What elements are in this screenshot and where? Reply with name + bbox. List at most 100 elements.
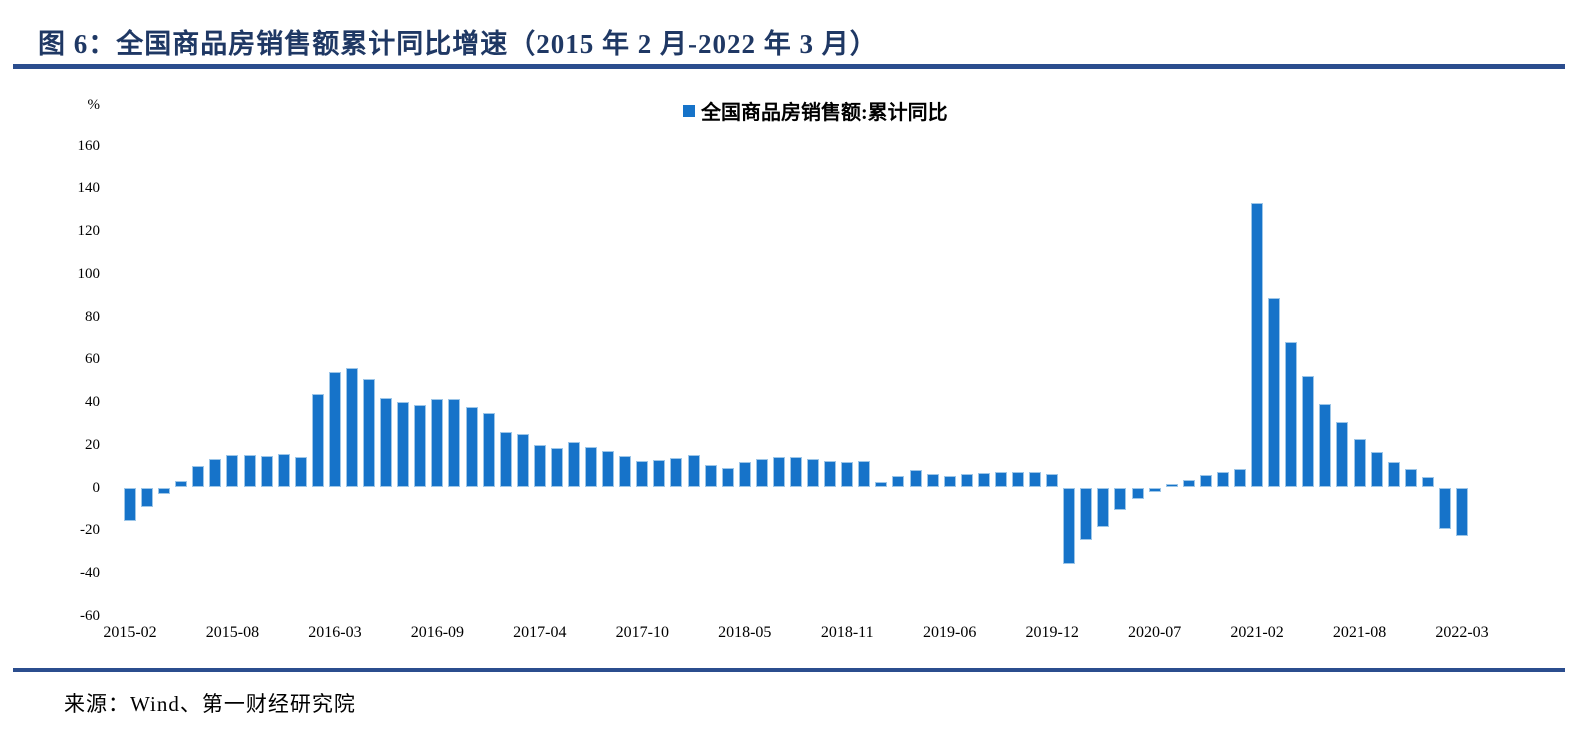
bar-2019-03 bbox=[892, 475, 905, 488]
bar-2015-04 bbox=[158, 487, 171, 495]
y-tick-label: 40 bbox=[85, 394, 100, 411]
bar-2020-09 bbox=[1182, 479, 1195, 488]
bar-2020-04 bbox=[1097, 487, 1110, 528]
bar-2016-03 bbox=[328, 371, 341, 488]
y-tick-label: 160 bbox=[77, 137, 101, 154]
bar-2019-08 bbox=[977, 473, 990, 488]
x-tick-label: 2015-02 bbox=[103, 624, 157, 641]
y-tick-label: 100 bbox=[77, 265, 101, 282]
bar-2021-04 bbox=[1285, 341, 1298, 488]
bar-2020-02 bbox=[1063, 487, 1076, 565]
y-tick-label: 80 bbox=[85, 308, 100, 325]
bar-2016-06 bbox=[380, 397, 393, 488]
bar-2015-03 bbox=[141, 487, 154, 508]
bar-2021-03 bbox=[1268, 298, 1281, 488]
y-tick-label: -40 bbox=[80, 564, 100, 581]
x-tick-label: 2017-10 bbox=[615, 624, 669, 641]
bar-2020-03 bbox=[1080, 487, 1093, 541]
bar-2019-02 bbox=[875, 481, 888, 488]
bar-2020-12 bbox=[1234, 468, 1246, 488]
bar-2019-06 bbox=[943, 475, 956, 488]
bar-2021-02 bbox=[1251, 202, 1264, 488]
bar-2016-10 bbox=[448, 399, 461, 488]
bar-2022-03 bbox=[1456, 487, 1468, 536]
bar-2021-06 bbox=[1319, 404, 1332, 488]
bar-2019-10 bbox=[1012, 471, 1024, 488]
bar-2018-07 bbox=[772, 456, 785, 488]
bar-2017-05 bbox=[550, 447, 563, 488]
bar-2015-10 bbox=[260, 455, 273, 488]
bar-2018-04 bbox=[721, 468, 734, 488]
x-tick-label: 2018-05 bbox=[718, 624, 772, 641]
footer-divider-rule bbox=[13, 668, 1565, 672]
bar-2015-08 bbox=[226, 454, 239, 488]
bar-2021-07 bbox=[1336, 421, 1349, 488]
x-tick-label: 2022-03 bbox=[1435, 624, 1489, 641]
bar-2017-07 bbox=[585, 447, 598, 488]
bar-2018-03 bbox=[704, 465, 717, 488]
bar-2015-05 bbox=[175, 480, 188, 488]
bar-2021-08 bbox=[1353, 438, 1366, 488]
bar-2019-05 bbox=[926, 474, 939, 488]
bar-2017-10 bbox=[636, 460, 649, 488]
bar-2021-09 bbox=[1370, 452, 1383, 488]
x-tick-label: 2015-08 bbox=[205, 624, 260, 641]
x-tick-label: 2021-02 bbox=[1230, 624, 1284, 641]
bar-2019-07 bbox=[960, 474, 973, 488]
bar-2016-08 bbox=[414, 404, 427, 488]
bar-2018-05 bbox=[738, 462, 751, 488]
bar-2019-11 bbox=[1029, 471, 1042, 488]
bar-2020-10 bbox=[1199, 475, 1212, 488]
bar-2017-11 bbox=[653, 460, 666, 488]
figure-title: 图 6：全国商品房销售额累计同比增速（2015 年 2 月-2022 年 3 月… bbox=[38, 29, 878, 59]
bar-2017-02 bbox=[499, 431, 512, 488]
bar-2019-12 bbox=[1046, 473, 1059, 488]
bar-2016-12 bbox=[482, 413, 495, 488]
bar-2020-08 bbox=[1165, 484, 1178, 488]
bar-2021-05 bbox=[1302, 375, 1315, 488]
x-tick-label: 2019-12 bbox=[1025, 624, 1079, 641]
x-tick-label: 2016-03 bbox=[308, 624, 362, 641]
bar-2019-09 bbox=[994, 472, 1007, 488]
bar-2015-06 bbox=[192, 466, 205, 488]
y-tick-label: -60 bbox=[80, 607, 100, 624]
bar-2020-05 bbox=[1114, 487, 1127, 511]
bar-2018-08 bbox=[790, 456, 802, 488]
bar-2018-02 bbox=[687, 454, 700, 488]
bar-2017-12 bbox=[670, 458, 683, 488]
x-tick-label: 2019-06 bbox=[923, 624, 977, 641]
source-note: 来源：Wind、第一财经研究院 bbox=[64, 692, 356, 716]
y-tick-label: 0 bbox=[92, 479, 101, 496]
bar-2016-07 bbox=[397, 402, 410, 488]
bar-2020-11 bbox=[1216, 472, 1229, 488]
bar-2020-07 bbox=[1148, 487, 1161, 492]
bar-2018-09 bbox=[807, 459, 820, 488]
bar-2017-03 bbox=[516, 433, 529, 488]
bar-2018-10 bbox=[824, 460, 837, 488]
y-tick-label: 60 bbox=[85, 351, 100, 368]
bar-2017-04 bbox=[533, 444, 546, 488]
x-tick-label: 2017-04 bbox=[513, 624, 567, 641]
bar-2019-04 bbox=[909, 470, 922, 488]
bar-2015-12 bbox=[294, 456, 307, 488]
bar-2018-12 bbox=[858, 461, 871, 488]
bar-2017-06 bbox=[568, 441, 580, 488]
bar-2016-11 bbox=[465, 407, 478, 488]
bar-2018-11 bbox=[841, 461, 854, 488]
legend-swatch-icon bbox=[683, 104, 695, 117]
bar-2016-09 bbox=[431, 399, 444, 488]
bar-2015-11 bbox=[277, 454, 290, 488]
bar-2016-02 bbox=[311, 394, 324, 488]
bar-2021-10 bbox=[1387, 462, 1400, 488]
bar-2021-12 bbox=[1421, 477, 1434, 488]
x-tick-label: 2021-08 bbox=[1332, 624, 1387, 641]
bar-2017-08 bbox=[602, 450, 615, 488]
y-tick-label: 120 bbox=[77, 223, 101, 240]
x-tick-label: 2018-11 bbox=[820, 624, 874, 641]
bar-2016-05 bbox=[363, 379, 376, 488]
bar-2022-02 bbox=[1438, 487, 1451, 529]
y-tick-label: 140 bbox=[77, 180, 101, 197]
bar-2017-09 bbox=[619, 456, 632, 488]
bar-2015-02 bbox=[124, 487, 136, 522]
